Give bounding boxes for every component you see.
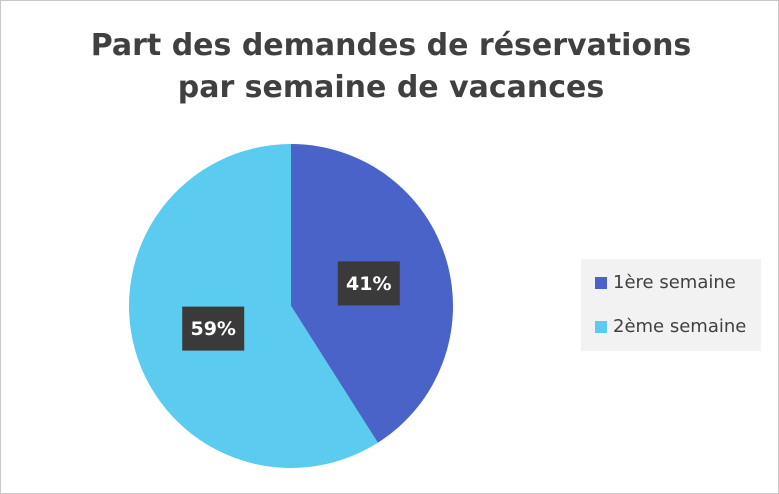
value-label-box	[337, 261, 400, 306]
value-label-box	[182, 306, 245, 351]
chart-title: Part des demandes de réservations par se…	[90, 28, 692, 105]
pie-slice	[129, 144, 378, 468]
value-label: 59%	[190, 318, 235, 340]
legend-swatch	[595, 321, 607, 333]
legend-label: 1ère semaine	[613, 272, 736, 293]
legend-swatch	[595, 277, 607, 289]
legend-label: 2ème semaine	[613, 316, 746, 337]
legend-box	[581, 259, 761, 351]
value-label: 41%	[346, 273, 391, 295]
